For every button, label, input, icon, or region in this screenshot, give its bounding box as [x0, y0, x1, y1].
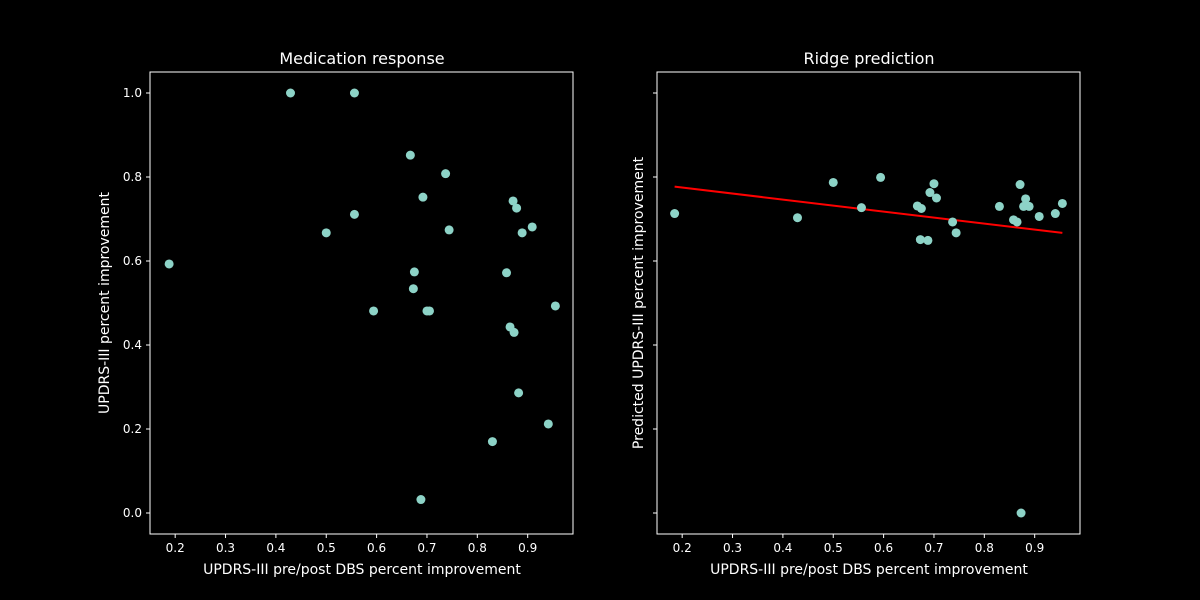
regression-line	[674, 185, 1063, 234]
x-tick-label: 0.4	[266, 541, 285, 555]
x-tick-label: 0.3	[723, 541, 742, 555]
y-axis-label: Predicted UPDRS-III percent improvement	[631, 156, 647, 449]
x-tick-label: 0.9	[518, 541, 537, 555]
y-tick-label: 0.2	[123, 422, 142, 436]
x-axis-label: UPDRS-III pre/post DBS percent improveme…	[710, 562, 1028, 578]
data-point	[517, 228, 527, 238]
y-tick-label: 0.0	[123, 506, 142, 520]
x-tick-label: 0.2	[166, 541, 185, 555]
data-point	[670, 209, 680, 219]
medication-response-plot: Medication response 0.2 0.3 0.4 0.5 0.6 0.7 0.…	[97, 49, 574, 578]
data-point	[543, 419, 553, 429]
data-point	[994, 201, 1004, 211]
x-tick-label: 0.7	[924, 541, 943, 555]
data-point	[1021, 194, 1031, 204]
x-tick-label: 0.5	[317, 541, 336, 555]
plot-frame	[656, 71, 1081, 535]
data-point	[424, 306, 434, 316]
data-point	[1024, 201, 1034, 211]
data-point	[916, 204, 926, 213]
plot-title: Medication response	[279, 49, 444, 68]
data-point	[285, 88, 295, 98]
y-tick-label: 0.4	[123, 338, 142, 352]
data-point	[509, 327, 519, 337]
data-point	[1057, 198, 1067, 208]
data-point	[487, 437, 497, 447]
data-point	[792, 213, 802, 223]
data-point	[1012, 217, 1022, 227]
plot-title: Ridge prediction	[803, 49, 934, 68]
data-point	[828, 177, 838, 187]
ridge-prediction-plot: Ridge prediction 0.2 0.3 0.4 0.5 0.6 0.7 0.8 0.…	[631, 49, 1081, 578]
x-tick-label: 0.7	[417, 541, 436, 555]
data-point	[1034, 211, 1044, 221]
data-point	[856, 203, 866, 213]
x-tick-label: 0.8	[468, 541, 487, 555]
data-point	[929, 179, 939, 189]
data-point	[441, 169, 451, 179]
y-axis-label: UPDRS-III percent improvement	[97, 191, 113, 413]
data-point	[444, 225, 454, 235]
data-point	[502, 268, 512, 278]
data-point	[527, 222, 537, 232]
y-axis-ticks: 0.0 0.2 0.4 0.6 0.8 1.0	[123, 86, 150, 520]
y-axis-ticks	[653, 92, 657, 514]
data-point	[369, 306, 379, 316]
data-point	[409, 267, 419, 277]
data-point	[321, 228, 331, 238]
x-axis-ticks: 0.2 0.3 0.4 0.5 0.6 0.7 0.8 0.9	[673, 534, 1044, 555]
y-tick-label: 0.6	[123, 254, 142, 268]
data-point	[408, 284, 418, 294]
x-tick-label: 0.2	[673, 541, 692, 555]
data-point	[925, 188, 935, 198]
data-point	[1015, 180, 1025, 190]
data-point	[931, 193, 941, 203]
x-axis-label: UPDRS-III pre/post DBS percent improveme…	[203, 562, 521, 578]
x-tick-label: 0.6	[874, 541, 893, 555]
y-tick-label: 0.8	[123, 170, 142, 184]
data-point	[876, 172, 886, 182]
data-point	[514, 388, 524, 398]
data-point	[512, 203, 522, 213]
y-tick-label: 1.0	[123, 86, 142, 100]
fit-line	[674, 185, 1063, 234]
data-point	[923, 235, 933, 245]
scatter-points	[164, 88, 560, 505]
x-tick-label: 0.6	[367, 541, 386, 555]
x-axis-ticks: 0.2 0.3 0.4 0.5 0.6 0.7 0.8 0.9	[166, 534, 537, 555]
data-point	[508, 196, 518, 206]
data-point	[405, 150, 415, 160]
x-tick-label: 0.3	[216, 541, 235, 555]
data-point	[349, 209, 359, 219]
data-point	[349, 88, 359, 98]
data-point	[915, 235, 925, 245]
x-tick-label: 0.4	[773, 541, 792, 555]
x-tick-label: 0.9	[1025, 541, 1044, 555]
data-point	[948, 217, 958, 227]
plot-frame	[149, 71, 574, 535]
data-point	[550, 301, 560, 311]
scatter-points	[670, 172, 1067, 518]
x-tick-label: 0.8	[975, 541, 994, 555]
data-point	[164, 259, 174, 269]
x-tick-label: 0.5	[824, 541, 843, 555]
data-point	[416, 495, 426, 505]
data-point	[951, 228, 961, 238]
data-point	[1016, 508, 1026, 518]
data-point	[418, 192, 428, 202]
data-point	[1050, 209, 1060, 219]
